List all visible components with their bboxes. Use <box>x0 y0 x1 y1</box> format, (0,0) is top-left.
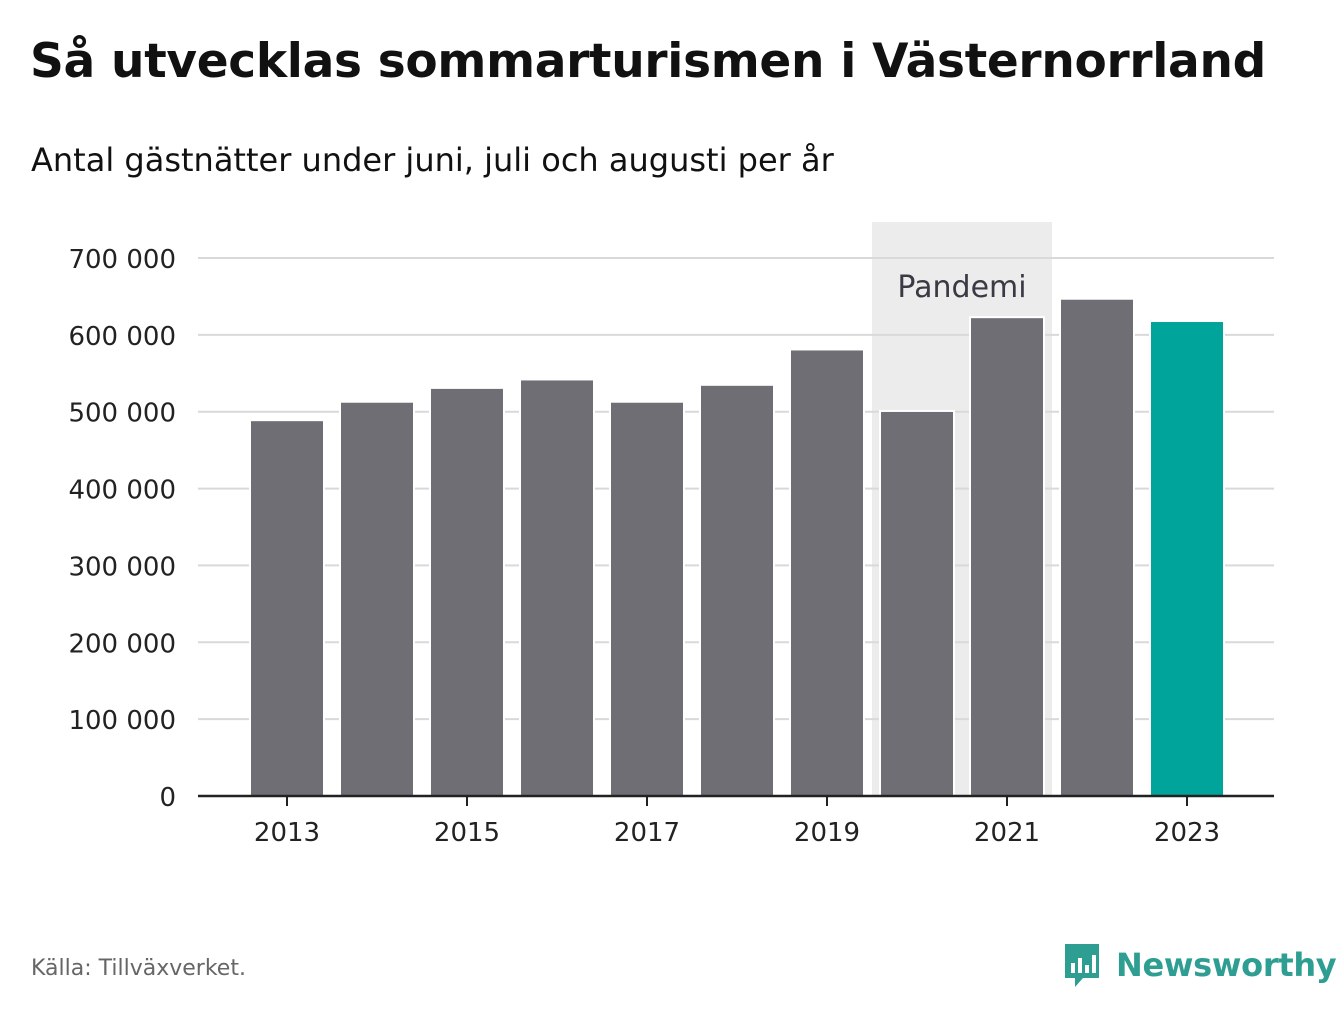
pandemic-annotation-label: Pandemi <box>897 270 1026 305</box>
bar-2018 <box>699 383 775 797</box>
x-tick-label: 2013 <box>254 818 320 848</box>
x-tick-label: 2015 <box>434 818 500 848</box>
bar-2023 <box>1149 320 1225 797</box>
y-tick-label: 500 000 <box>68 399 176 429</box>
newsworthy-logo-icon <box>1065 944 1099 987</box>
x-tick-label: 2023 <box>1154 818 1220 848</box>
source-note: Källa: Tillväxverket. <box>31 956 246 981</box>
x-tick-label: 2019 <box>794 818 860 848</box>
bar-2016 <box>519 378 595 797</box>
bar-chart: 0 100 000 200 000 300 000 400 000 500 000 600 … <box>68 222 1274 848</box>
bar-2013 <box>249 419 325 797</box>
chart-subtitle: Antal gästnätter under juni, juli och au… <box>31 141 834 179</box>
y-tick-label: 700 000 <box>68 245 176 275</box>
bar-2022 <box>1059 297 1135 797</box>
y-tick-label: 600 000 <box>68 322 176 352</box>
bar-2021 <box>969 316 1045 797</box>
x-ticks: 2013 2015 2017 2019 2021 2023 <box>254 796 1220 848</box>
brand-name: Newsworthy <box>1116 946 1337 984</box>
brand: Newsworthy <box>1062 941 1337 989</box>
bar-2017 <box>609 400 685 797</box>
x-tick-label: 2017 <box>614 818 680 848</box>
bar-2019 <box>789 348 865 797</box>
y-tick-label: 300 000 <box>68 552 176 582</box>
bar-2020 <box>879 409 955 797</box>
bar-2014 <box>339 400 415 797</box>
chart-title: Så utvecklas sommarturismen i Västernorr… <box>30 34 1266 89</box>
bars <box>249 297 1225 797</box>
y-tick-label: 400 000 <box>68 476 176 506</box>
y-tick-label: 0 <box>159 783 176 813</box>
y-tick-label: 200 000 <box>68 629 176 659</box>
y-tick-label: 100 000 <box>68 706 176 736</box>
bar-2015 <box>429 386 505 797</box>
y-tick-labels: 0 100 000 200 000 300 000 400 000 500 000 600 … <box>68 245 176 813</box>
x-tick-label: 2021 <box>974 818 1040 848</box>
